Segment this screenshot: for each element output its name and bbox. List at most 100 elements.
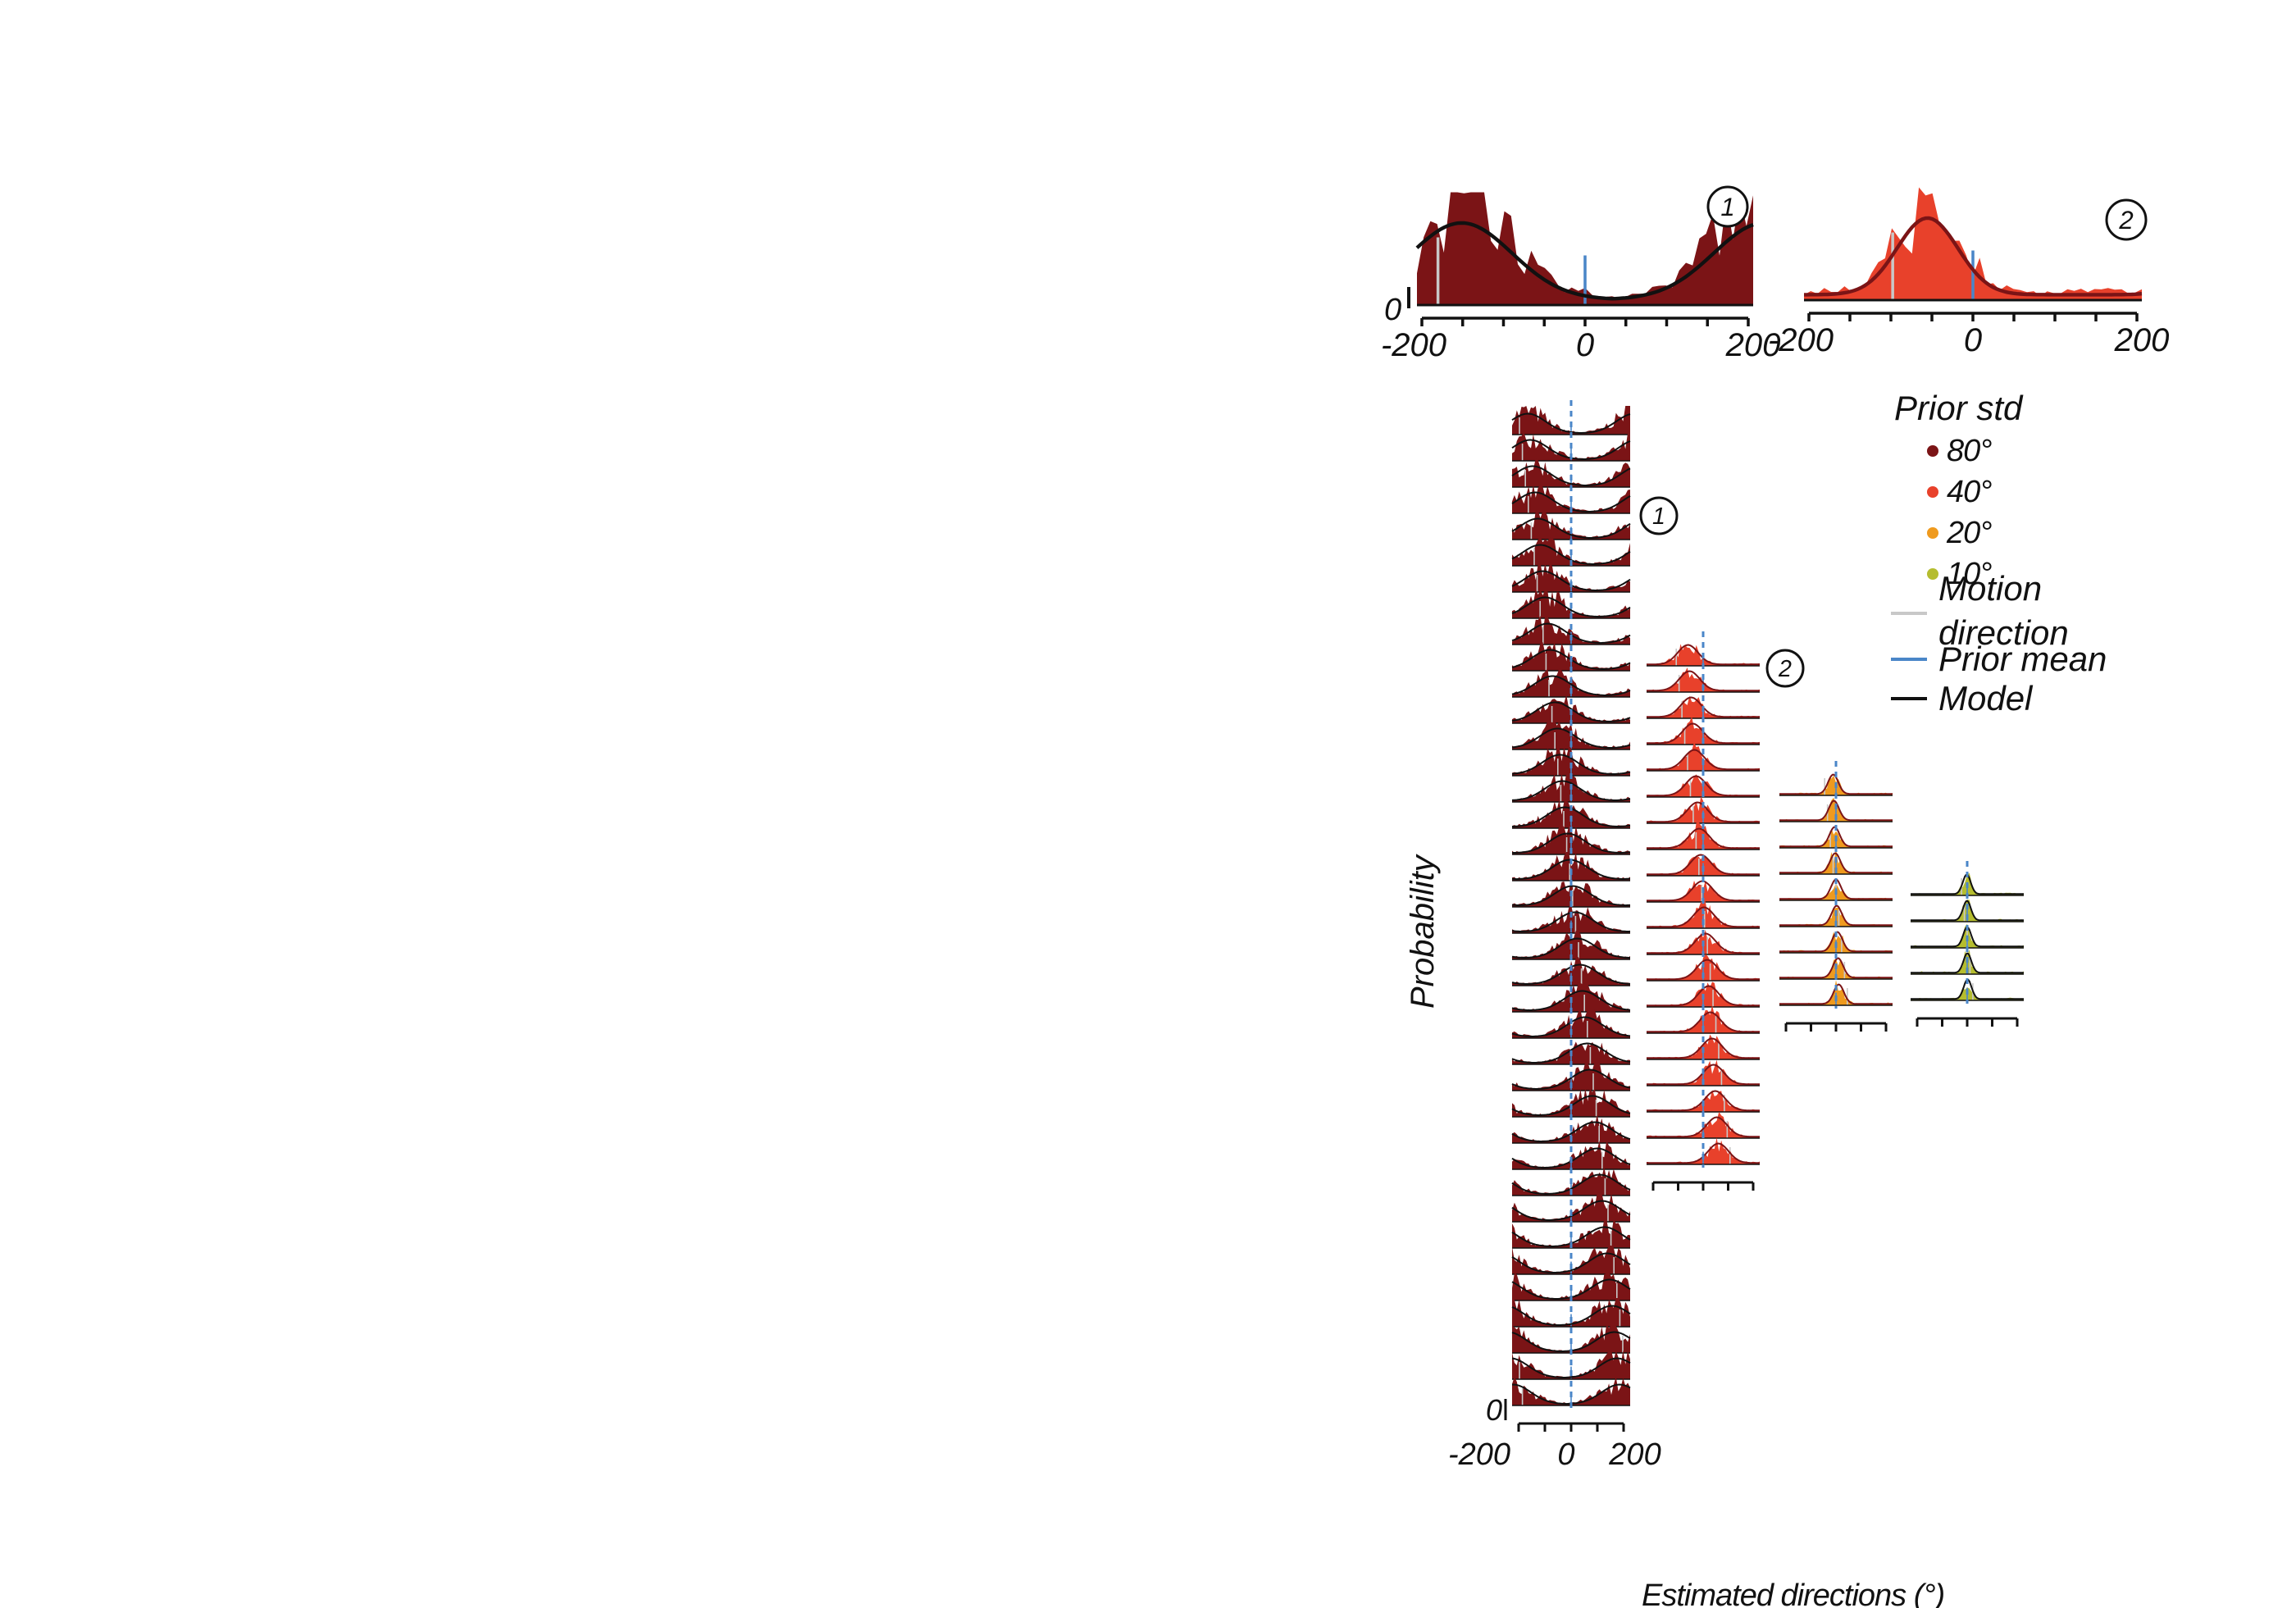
circled-marker bbox=[2105, 198, 2148, 241]
x-tick-label: -200 bbox=[1381, 327, 1446, 363]
data-histogram bbox=[1647, 644, 1760, 666]
data-histogram bbox=[1512, 852, 1630, 881]
panel-stack-10 bbox=[1911, 861, 2024, 1027]
model-curve bbox=[1647, 749, 1760, 771]
data-histogram bbox=[1512, 406, 1630, 435]
data-histogram bbox=[1512, 1246, 1630, 1274]
data-histogram bbox=[1512, 1298, 1630, 1327]
data-histogram bbox=[1512, 485, 1630, 513]
model-curve bbox=[1647, 906, 1760, 928]
data-histogram bbox=[1512, 616, 1630, 645]
legend-label: 10° bbox=[1947, 557, 1992, 591]
model-curve bbox=[1511, 1252, 1631, 1273]
data-histogram bbox=[1512, 1272, 1630, 1301]
x-axis-label: Estimated directions (°) bbox=[1642, 1578, 1944, 1608]
model-curve bbox=[1779, 852, 1893, 874]
model-curve bbox=[1511, 832, 1631, 854]
model-curve bbox=[1511, 937, 1630, 959]
x-tick-label: 200 bbox=[1608, 1437, 1660, 1472]
x-tick-label: 0 bbox=[1964, 322, 1982, 358]
legend-dot bbox=[1927, 568, 1938, 580]
data-histogram bbox=[1512, 799, 1630, 828]
circled-marker-label: 2 bbox=[2118, 206, 2133, 235]
legend-label: 20° bbox=[1946, 516, 1992, 550]
data-histogram bbox=[1512, 1088, 1630, 1117]
legend-label: Motion bbox=[1938, 569, 2042, 608]
model-curve bbox=[1511, 990, 1631, 1011]
model-curve bbox=[1511, 1068, 1631, 1090]
model-curve bbox=[1647, 775, 1760, 797]
model-curve bbox=[1511, 1357, 1631, 1378]
model-curve bbox=[1511, 1305, 1631, 1326]
data-histogram bbox=[1512, 1141, 1630, 1169]
data-histogram bbox=[1417, 192, 1753, 305]
model-curve bbox=[1511, 1121, 1631, 1143]
stacked-panels: 0 -200 0 200 1 2 bbox=[1448, 400, 2024, 1472]
model-curve bbox=[1779, 957, 1893, 979]
y-zero-label: 0 bbox=[1384, 293, 1401, 327]
data-histogram bbox=[1512, 747, 1630, 776]
data-histogram bbox=[1804, 187, 2142, 300]
data-histogram bbox=[1647, 796, 1760, 823]
model-curve bbox=[1911, 952, 2024, 974]
data-histogram bbox=[1512, 1009, 1630, 1038]
model-curve bbox=[1511, 780, 1631, 801]
data-histogram bbox=[1512, 511, 1630, 540]
legend-dot bbox=[1927, 527, 1938, 539]
data-histogram bbox=[1512, 590, 1630, 618]
legend-title: Prior std bbox=[1894, 389, 2024, 427]
model-curve bbox=[1511, 754, 1631, 775]
x-tick-label: -200 bbox=[1768, 322, 1834, 358]
model-curve bbox=[1911, 900, 2024, 922]
x-tick-label: 200 bbox=[2114, 322, 2170, 358]
data-histogram bbox=[1647, 1111, 1760, 1138]
data-histogram bbox=[1512, 1351, 1630, 1379]
legend-label: Model bbox=[1938, 679, 2034, 717]
data-histogram bbox=[1512, 1324, 1630, 1353]
panel-stack-80: 0 -200 0 200 bbox=[1448, 400, 1661, 1472]
model-curve bbox=[1511, 885, 1631, 907]
y-axis-label: Probability bbox=[1405, 853, 1441, 1009]
panel-stack-20 bbox=[1779, 761, 1893, 1032]
legend-label: 80° bbox=[1947, 434, 1992, 468]
model-curve bbox=[1415, 221, 1754, 301]
x-tick-label: 200 bbox=[1725, 327, 1781, 363]
model-curve bbox=[1511, 701, 1631, 722]
data-histogram bbox=[1512, 1167, 1630, 1196]
x-tick-label: 0 bbox=[1576, 327, 1594, 363]
circled-marker-label: 1 bbox=[1652, 503, 1665, 530]
data-histogram bbox=[1647, 1090, 1760, 1112]
x-tick-label: -200 bbox=[1448, 1437, 1510, 1472]
data-histogram bbox=[1512, 458, 1630, 487]
y-zero-label: 0 bbox=[1486, 1393, 1502, 1427]
circled-marker bbox=[1706, 185, 1749, 228]
legend-label: Prior mean bbox=[1938, 640, 2107, 678]
data-histogram bbox=[1512, 1219, 1630, 1248]
model-curve bbox=[1511, 465, 1631, 486]
model-curve bbox=[1779, 799, 1893, 822]
legend: Prior std 80° 40° 20° 10°Motion directionPrio… bbox=[1891, 389, 2107, 717]
model-curve bbox=[1779, 904, 1893, 927]
model-curve bbox=[1647, 959, 1760, 981]
data-histogram bbox=[1512, 432, 1630, 461]
data-histogram bbox=[1647, 901, 1760, 928]
model-curve bbox=[1511, 675, 1631, 696]
x-tick-label: 0 bbox=[1557, 1437, 1574, 1472]
model-curve bbox=[1646, 1116, 1760, 1138]
data-histogram bbox=[1512, 1114, 1630, 1143]
model-curve bbox=[1511, 1173, 1631, 1195]
data-histogram bbox=[1647, 1137, 1760, 1164]
legend-label: direction bbox=[1938, 613, 2069, 652]
model-curve bbox=[1511, 517, 1631, 539]
data-histogram bbox=[1647, 667, 1760, 692]
inset-panel-2: -200 0 200 2 bbox=[1768, 187, 2170, 358]
model-curve bbox=[1647, 1037, 1760, 1059]
model-curve bbox=[1511, 596, 1631, 618]
model-curve bbox=[1511, 1042, 1631, 1064]
data-histogram bbox=[1512, 957, 1630, 986]
panel-stack-40 bbox=[1646, 631, 1761, 1191]
model-curve bbox=[1647, 827, 1760, 850]
